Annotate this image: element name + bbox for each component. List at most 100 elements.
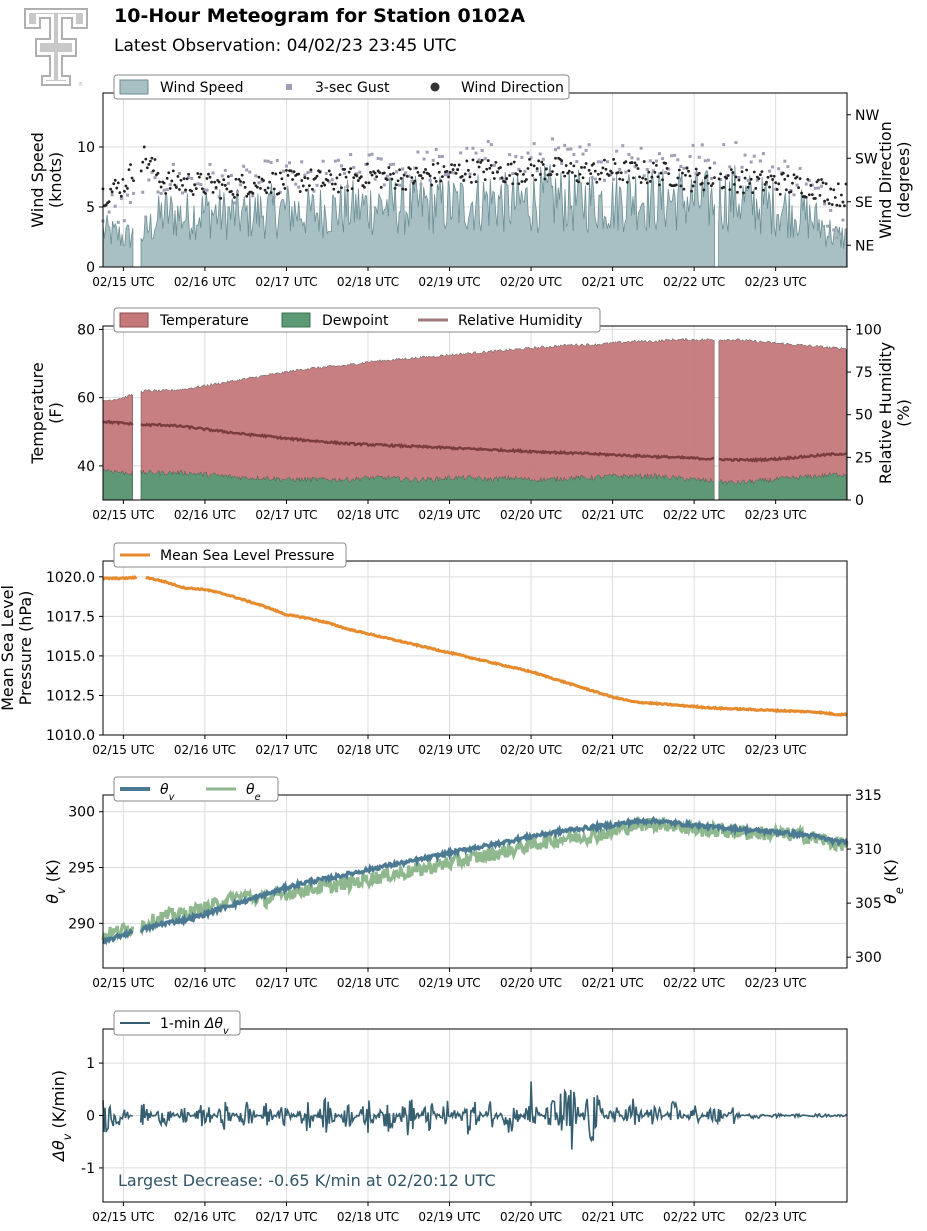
wind-direction-point	[236, 193, 239, 197]
gust-point	[480, 148, 484, 152]
wind-direction-point	[616, 171, 620, 174]
wind-direction-point	[129, 163, 132, 167]
wind-direction-point	[390, 177, 394, 181]
wind-direction-point	[327, 169, 331, 173]
wind-direction-point	[656, 175, 660, 179]
wind-direction-point	[338, 173, 342, 176]
legend-swatch	[286, 84, 292, 90]
wind-direction-point	[711, 182, 715, 185]
wind-direction-point	[736, 190, 739, 194]
wind-direction-point	[621, 178, 625, 182]
wind-direction-point	[364, 181, 368, 185]
gust-point	[810, 183, 814, 187]
x-tick-label: 02/23 UTC	[745, 1210, 807, 1224]
x-tick-label: 02/23 UTC	[745, 743, 807, 757]
wind-direction-point	[150, 156, 154, 160]
gust-point	[737, 175, 741, 179]
wind-direction-point	[771, 178, 774, 181]
gust-point	[266, 159, 270, 163]
gust-point	[364, 163, 368, 167]
y-tick-label: -1	[81, 1161, 95, 1177]
y-axis-label: θv (K)	[43, 859, 68, 903]
wind-direction-point	[442, 165, 446, 168]
y-axis-label: Wind Speed(knots)	[28, 132, 65, 227]
wind-direction-point	[515, 173, 519, 176]
gust-point	[465, 146, 469, 150]
gust-point	[676, 158, 680, 162]
wind-direction-point	[451, 168, 455, 171]
wind-direction-point	[791, 181, 794, 185]
wind-direction-point	[439, 179, 443, 183]
wind-direction-point	[130, 176, 134, 180]
y-tick-label: 1015.0	[46, 649, 95, 665]
wind-direction-point	[760, 170, 764, 174]
gust-point	[746, 179, 750, 183]
gust-point	[654, 159, 658, 163]
wind-direction-point	[113, 178, 117, 182]
gust-point	[648, 159, 652, 163]
x-tick-label: 02/21 UTC	[581, 1210, 643, 1224]
wind-direction-point	[758, 173, 762, 177]
wind-speed-area	[140, 164, 715, 268]
wind-direction-point	[266, 186, 270, 190]
gust-point	[700, 143, 704, 147]
gust-point	[343, 171, 347, 175]
gust-point	[511, 172, 515, 176]
gust-point	[162, 188, 166, 192]
wind-direction-point	[283, 187, 287, 190]
gust-point	[125, 193, 129, 197]
wind-direction-point	[804, 195, 808, 199]
wind-direction-point	[710, 184, 713, 188]
wind-direction-point	[688, 174, 692, 178]
wind-direction-point	[304, 188, 308, 192]
wind-direction-point	[323, 183, 327, 187]
gust-point	[321, 159, 325, 163]
gust-point	[783, 159, 787, 163]
wind-direction-point	[311, 187, 314, 191]
wind-direction-point	[541, 163, 545, 166]
wind-direction-point	[777, 182, 781, 186]
gust-point	[330, 178, 334, 182]
legend-label: Temperature	[159, 313, 249, 329]
wind-direction-point	[765, 180, 768, 184]
gust-point	[593, 177, 597, 181]
gust-point	[532, 142, 536, 146]
gust-point	[541, 157, 545, 161]
wind-direction-point	[650, 175, 654, 179]
wind-direction-point	[587, 168, 591, 172]
wind-direction-point	[537, 159, 541, 163]
gust-point	[474, 151, 478, 155]
wind-direction-point	[272, 187, 276, 191]
wind-direction-point	[148, 159, 152, 163]
wind-direction-point	[413, 179, 417, 183]
wind-direction-point	[584, 162, 588, 165]
relative-humidity-line	[718, 452, 847, 463]
x-tick-label: 02/21 UTC	[581, 743, 643, 757]
wind-direction-point	[552, 164, 556, 168]
gust-point	[422, 157, 426, 161]
gust-point	[523, 169, 527, 173]
x-tick-label: 02/19 UTC	[418, 743, 480, 757]
gust-point	[211, 171, 215, 175]
gust-point	[813, 186, 817, 190]
wind-direction-point	[503, 180, 507, 184]
wind-direction-point	[359, 175, 363, 179]
y-tick-label: 10	[77, 140, 95, 156]
wind-direction-point	[194, 187, 198, 190]
wind-direction-point	[259, 187, 262, 190]
gust-point	[288, 161, 292, 165]
wind-direction-point	[476, 160, 479, 164]
wind-direction-point	[411, 181, 415, 185]
theta-v-line	[101, 927, 134, 946]
wind-direction-point	[485, 167, 489, 171]
wind-direction-point	[768, 185, 771, 189]
wind-direction-point	[199, 172, 203, 176]
y2-tick-label: 100	[855, 322, 882, 338]
wind-direction-point	[231, 193, 235, 196]
wind-direction-point	[205, 177, 209, 180]
gust-point	[838, 232, 842, 236]
gust-point	[242, 164, 246, 168]
wind-direction-point	[729, 168, 733, 172]
gust-point	[719, 178, 723, 182]
wind-direction-point	[453, 163, 457, 167]
